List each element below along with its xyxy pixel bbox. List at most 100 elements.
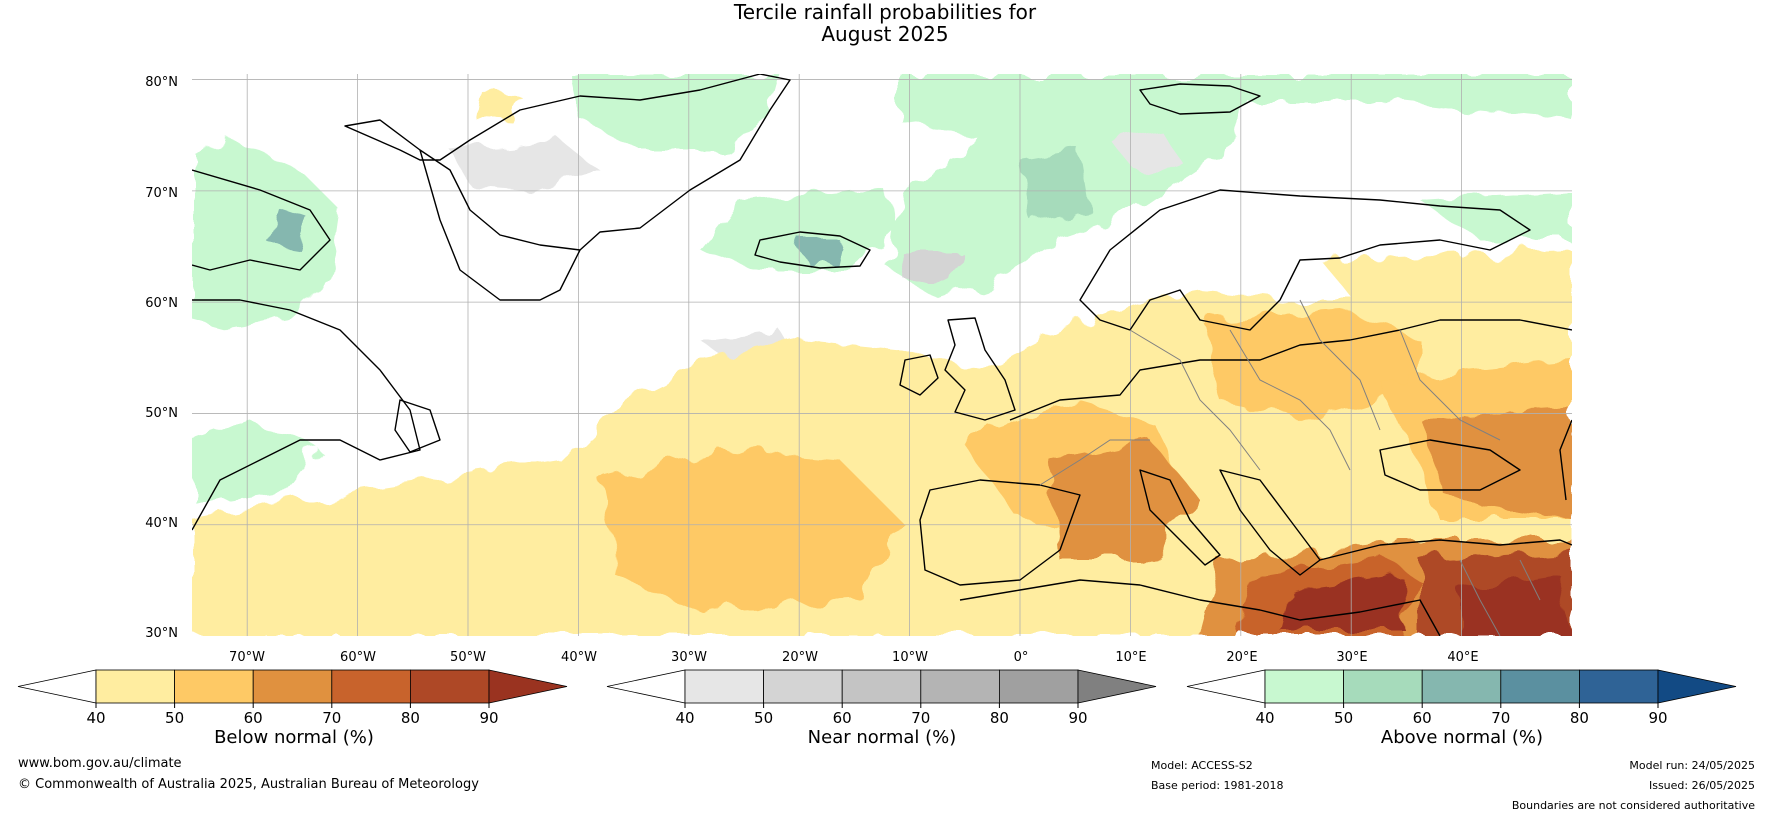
colorbar-tick-label: 80 [1570, 709, 1589, 727]
colorbar-tick-label: 90 [479, 709, 498, 727]
newfoundland-coast [394, 399, 441, 453]
lon-label-40e: 40°E [1447, 650, 1479, 665]
colorbar-tick-label: 80 [401, 709, 420, 727]
footer-website: www.bom.gov.au/climate [18, 756, 182, 771]
colorbar-segment [331, 669, 411, 704]
colorbar-title-below: Below normal (%) [214, 727, 374, 748]
colorbar-segment [1421, 669, 1502, 704]
lon-label-50w: 50°W [450, 650, 486, 665]
chart-title-line-1: Tercile rainfall probabilities for [733, 0, 1037, 24]
colorbar-segment [841, 669, 922, 704]
footer-disclaimer: Boundaries are not considered authoritat… [1511, 799, 1755, 812]
above-normal-area [1420, 190, 1572, 240]
colorbar-tick-label: 40 [1255, 709, 1274, 727]
colorbar-segment [95, 669, 175, 704]
lon-label-30e: 30°E [1336, 650, 1368, 665]
footer-base-period: Base period: 1981-2018 [1151, 779, 1284, 792]
greenland-south-coast [419, 149, 581, 301]
lat-label-70n: 70°N [145, 186, 178, 201]
above-normal-area [270, 210, 310, 250]
colorbar-segment [999, 669, 1079, 704]
britain-coast [944, 317, 1016, 421]
caspian-coast [1559, 419, 1572, 501]
north-africa-coast [959, 579, 1441, 636]
colorbar-tick-label: 50 [165, 709, 184, 727]
colorbar-extend-low [1186, 669, 1266, 704]
black-sea-coast [1379, 439, 1521, 491]
colorbar-extend-low [17, 669, 97, 704]
colorbar-tick-label: 60 [833, 709, 852, 727]
colorbar-tick-label: 80 [990, 709, 1009, 727]
coastlines [192, 74, 1572, 636]
colorbar-tick-label: 90 [1068, 709, 1087, 727]
colorbar-extend-low [606, 669, 686, 704]
lat-label-60n: 60°N [145, 296, 178, 311]
scandinavia-coast [1079, 189, 1531, 331]
colorbar-extend-high [1077, 669, 1157, 704]
above-normal-area [1020, 150, 1090, 220]
colorbar-tick-label: 60 [1413, 709, 1432, 727]
baffin-coast [192, 169, 331, 271]
lon-label-30w: 30°W [671, 650, 707, 665]
above-normal-area [1140, 74, 1572, 120]
colorbar-title-near: Near normal (%) [807, 727, 957, 748]
gridlines [192, 74, 1572, 636]
lon-label-60w: 60°W [340, 650, 376, 665]
labrador-coast [192, 299, 421, 531]
colorbar-tick-label: 90 [1648, 709, 1667, 727]
below-normal-area [1460, 575, 1572, 636]
greenland-coast [344, 74, 791, 251]
above-normal-area [570, 74, 780, 150]
chart-title-line-2: August 2025 [821, 22, 949, 46]
above-normal-area [800, 240, 840, 262]
below-normal-area [475, 90, 520, 120]
below-normal-area [600, 450, 900, 610]
lon-label-70w: 70°W [229, 650, 265, 665]
near-normal-area [1110, 130, 1180, 175]
near-normal-area [900, 250, 960, 280]
country-borders [1039, 299, 1541, 636]
colorbar-tick-label: 40 [675, 709, 694, 727]
colorbar-tick-label: 50 [754, 709, 773, 727]
svalbard-coast [1139, 83, 1261, 115]
turkey-coast [1319, 539, 1572, 561]
lon-label-40w: 40°W [561, 650, 597, 665]
colorbar-segment [1500, 669, 1580, 704]
colorbar-segment [763, 669, 843, 704]
colorbar-extend-high [488, 669, 568, 704]
colorbar-segment [252, 669, 333, 704]
iberia-coast [919, 479, 1081, 586]
footer-model-run: Model run: 24/05/2025 [1629, 759, 1755, 772]
colorbar-segment [684, 669, 764, 704]
colorbar-tick-label: 70 [322, 709, 341, 727]
colorbar-segment [174, 669, 254, 704]
colorbar-segment [409, 669, 490, 704]
colorbar-tick-label: 70 [911, 709, 930, 727]
ireland-coast [899, 354, 939, 396]
colorbar-segment [1343, 669, 1423, 704]
footer-copyright: © Commonwealth of Australia 2025, Austra… [18, 777, 479, 792]
colorbar-tick-label: 60 [244, 709, 263, 727]
lon-label-20w: 20°W [782, 650, 818, 665]
colorbar-tick-label: 70 [1491, 709, 1510, 727]
lat-label-50n: 50°N [145, 406, 178, 421]
colorbar-extend-high [1657, 669, 1737, 704]
lon-label-20e: 20°E [1226, 650, 1258, 665]
below-normal-area [1420, 410, 1572, 520]
above-normal-area [700, 185, 900, 270]
colorbar-tick-label: 40 [86, 709, 105, 727]
below-normal-area [1320, 250, 1572, 330]
footer-issued: Issued: 26/05/2025 [1648, 779, 1755, 792]
lon-label-0: 0° [1013, 650, 1029, 665]
below-normal-area [1050, 440, 1200, 560]
above-normal-area [192, 140, 340, 330]
lat-label-40n: 40°N [145, 516, 178, 531]
colorbar-title-above: Above normal (%) [1380, 727, 1544, 748]
lat-label-30n: 30°N [145, 626, 178, 641]
near-normal-area [450, 140, 600, 190]
italy-coast [1139, 469, 1221, 566]
colorbar-segment [920, 669, 1000, 704]
below-normal-area [1280, 575, 1405, 630]
